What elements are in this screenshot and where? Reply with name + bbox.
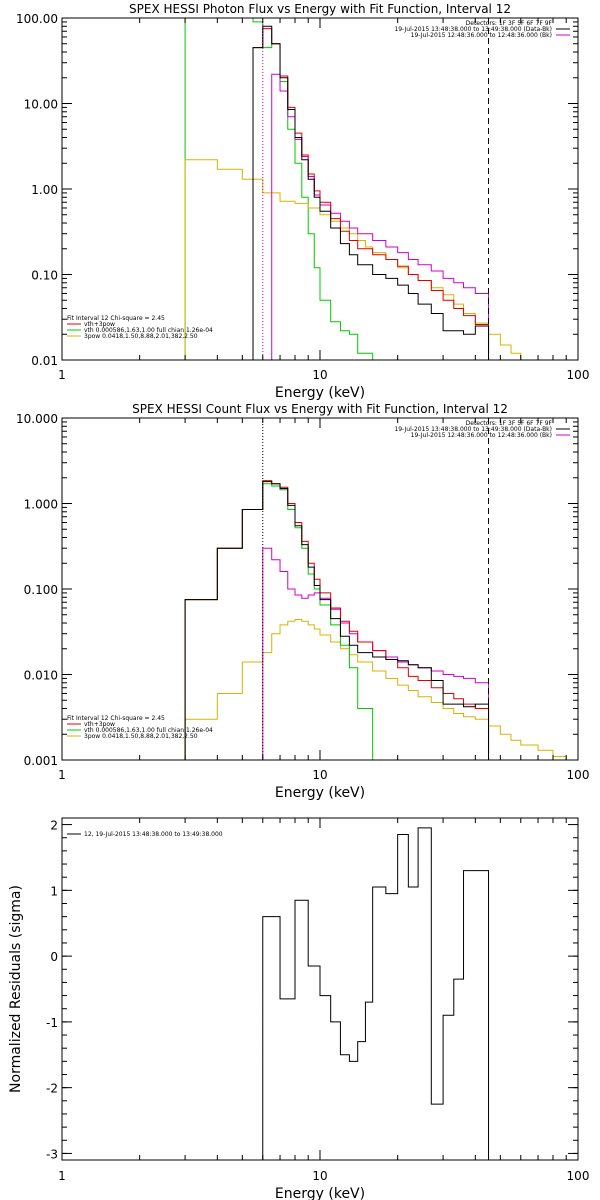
series-line-0: [262, 827, 490, 1160]
y-tick-label: 0.10: [31, 269, 58, 283]
legend-entry-0: 12, 19-Jul-2015 13:48:38.000 to 13:49:38…: [84, 831, 223, 838]
detector-line-0: Detectors: 1F 3F 5F 6F 7F 9F: [466, 20, 553, 27]
y-tick-label: 1.000: [24, 498, 58, 512]
count-flux-panel: SPEX HESSI Count Flux vs Energy with Fit…: [16, 402, 589, 801]
y-tick-label: -1: [46, 1016, 58, 1030]
legend-header: Fit Interval 12 Chi-square = 2.45: [67, 715, 165, 722]
y-tick-label: 10.000: [16, 412, 58, 426]
y-tick-label: 0.01: [31, 354, 58, 368]
detector-line-2: 19-Jul-2015 12:48:36.000 to 12:48:36.000…: [411, 32, 552, 39]
x-tick-label: 10: [312, 368, 327, 382]
y-tick-label: -3: [46, 1147, 58, 1161]
series-line-4: [252, 25, 490, 360]
series-line-1: [184, 159, 522, 360]
x-axis-label: Energy (keV): [275, 1186, 365, 1200]
series-line-0: [184, 618, 567, 760]
x-tick-label: 100: [567, 768, 590, 782]
series-line-1: [184, 483, 374, 760]
y-tick-label: 0.001: [24, 754, 58, 768]
series-line-0: [184, 18, 374, 360]
y-tick-label: 2: [50, 819, 58, 833]
series-group: [184, 480, 567, 760]
y-tick-label: 1: [50, 884, 58, 898]
y-tick-label: 100.00: [16, 12, 58, 26]
y-tick-label: 0: [50, 950, 58, 964]
chart-title: SPEX HESSI Photon Flux vs Energy with Fi…: [129, 2, 511, 16]
legend-entry-2: vth 0.000586,1.63,1.00 full chian 1.26e-…: [84, 727, 213, 734]
detector-line-1: 19-Jul-2015 13:48:38.000 to 13:49:38.000…: [394, 26, 552, 33]
legend-entry-1: vth+3pow: [84, 721, 115, 728]
series-group: [184, 18, 522, 360]
x-tick-label: 1: [58, 768, 66, 782]
legend-entry-1: vth+3pow: [84, 321, 115, 328]
x-axis-label: Energy (keV): [275, 785, 365, 801]
x-tick-label: 1: [58, 368, 66, 382]
y-tick-label: 0.100: [24, 583, 58, 597]
legend-entry-2: vth 0.000586,1.63,1.00 full chian 1.26e-…: [84, 327, 213, 334]
detector-line-0: Detectors: 1F 3F 5F 6F 7F 9F: [466, 420, 553, 427]
detector-line-2: 19-Jul-2015 12:48:36.000 to 12:48:36.000…: [411, 432, 552, 439]
series-line-4: [184, 481, 490, 760]
series-group: [262, 827, 490, 1160]
residuals-panel: 1 10 100 Energy (keV) -3 -2 -1 0 1 2 Normalized Re…: [8, 817, 590, 1200]
legend-header: Fit Interval 12 Chi-square = 2.45: [67, 315, 165, 322]
x-tick-label: 10: [312, 1169, 327, 1183]
detector-line-1: 19-Jul-2015 13:48:38.000 to 13:49:38.000…: [394, 426, 552, 433]
y-axis-label: Normalized Residuals (sigma): [8, 885, 24, 1093]
y-tick-label: 0.010: [24, 669, 58, 683]
y-tick-label: 10.00: [24, 98, 58, 112]
chart-title: SPEX HESSI Count Flux vs Energy with Fit…: [132, 402, 508, 416]
series-line-2: [262, 547, 490, 760]
x-tick-label: 1: [58, 1169, 66, 1183]
series-line-3: [252, 28, 490, 360]
photon-flux-panel: SPEX HESSI Photon Flux vs Energy with Fi…: [16, 2, 590, 401]
series-line-3: [184, 480, 490, 760]
legend-entry-3: 3pow 0.0418,1.50,8.88,2.01,382,2.50: [84, 333, 198, 340]
x-axis-label: Energy (keV): [275, 385, 365, 401]
y-tick-label: -2: [46, 1082, 58, 1096]
x-tick-label: 100: [567, 1169, 590, 1183]
y-tick-label: 1.00: [31, 183, 58, 197]
x-tick-label: 10: [312, 768, 327, 782]
series-line-2: [262, 73, 490, 360]
legend-entry-3: 3pow 0.0418,1.50,8.88,2.01,382,2.50: [84, 733, 198, 740]
plot-frame: [61, 17, 579, 361]
x-tick-label: 100: [567, 368, 590, 382]
